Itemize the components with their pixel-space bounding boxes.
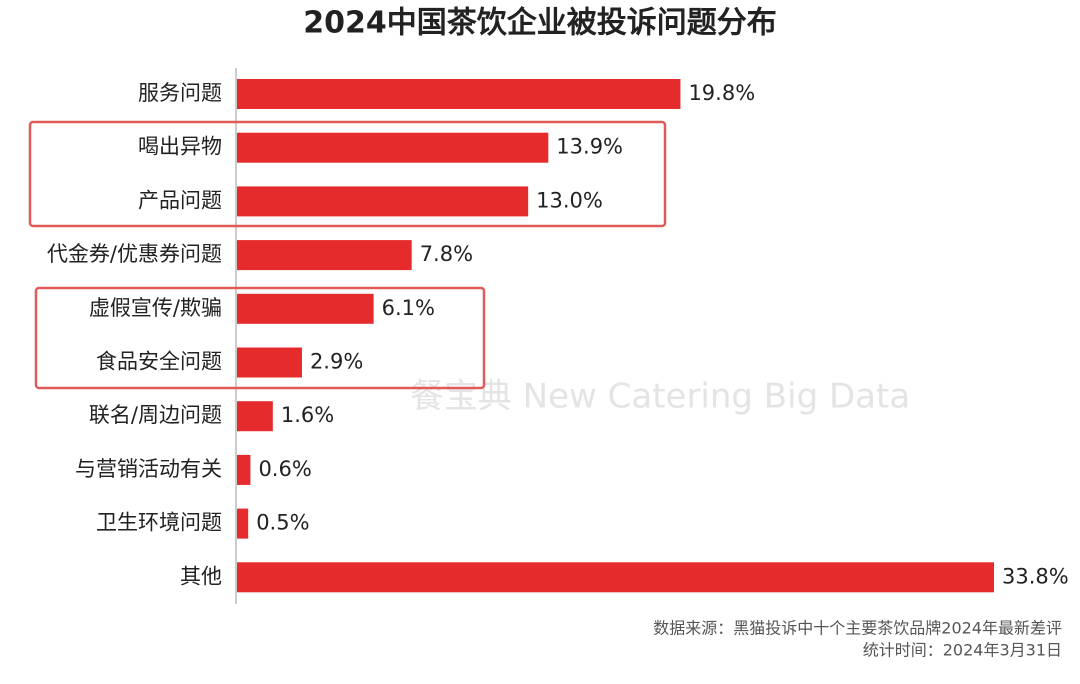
category-label: 喝出异物 [138, 135, 222, 159]
bar [237, 454, 251, 485]
value-label: 7.8% [420, 242, 473, 266]
bar [237, 347, 302, 378]
value-label: 33.8% [1002, 564, 1069, 588]
bar [237, 79, 681, 109]
watermark: 餐宝典 New Catering Big Data [410, 377, 910, 417]
category-label: 虚假宣传/欺骗 [89, 296, 222, 320]
category-label: 卫生环境问题 [96, 511, 222, 535]
bar [237, 401, 273, 432]
bar [237, 240, 412, 271]
value-label: 19.8% [688, 81, 755, 105]
value-label: 0.5% [256, 511, 309, 535]
stat-time-note: 统计时间：2024年3月31日 [863, 641, 1062, 660]
highlight-box [34, 286, 486, 390]
category-label: 与营销活动有关 [75, 457, 222, 481]
chart-title: 2024中国茶饮企业被投诉问题分布 [303, 6, 777, 41]
value-label: 1.6% [281, 403, 334, 427]
value-label: 0.6% [258, 457, 311, 481]
category-label: 联名/周边问题 [89, 403, 222, 427]
value-label: 13.0% [536, 188, 603, 212]
category-label: 食品安全问题 [96, 350, 222, 374]
source-note: 数据来源：黑猫投诉中十个主要茶饮品牌2024年最新差评 [653, 619, 1062, 638]
category-label: 其他 [180, 564, 222, 588]
category-label: 代金券/优惠券问题 [47, 242, 222, 266]
value-label: 2.9% [310, 350, 363, 374]
bar [237, 186, 529, 217]
bar [237, 293, 374, 324]
value-label: 13.9% [556, 135, 623, 159]
bar [237, 508, 249, 539]
category-label: 服务问题 [138, 81, 222, 105]
bar [237, 562, 994, 593]
value-label: 6.1% [382, 296, 435, 320]
bar [237, 132, 549, 163]
highlight-box [28, 120, 667, 228]
category-label: 产品问题 [138, 188, 222, 212]
